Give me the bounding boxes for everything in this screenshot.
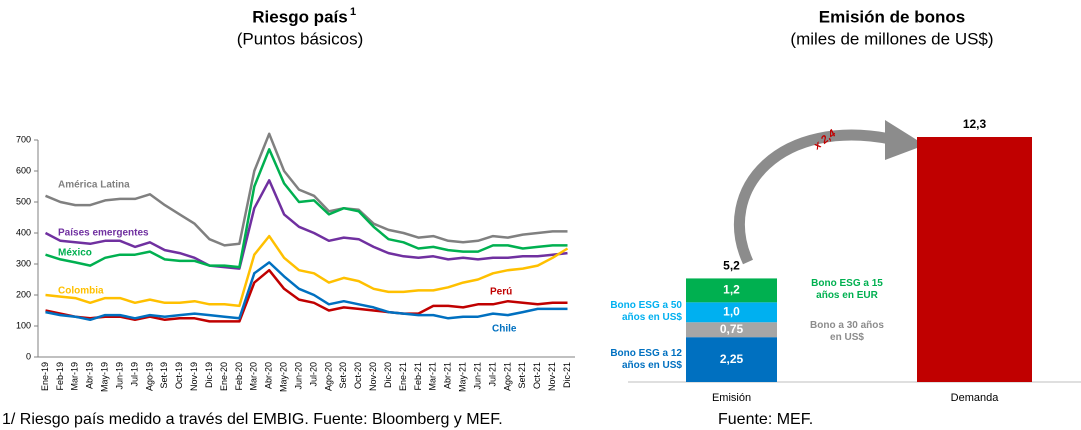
series-label: Colombia bbox=[58, 286, 104, 297]
y-tick-label: 100 bbox=[16, 320, 31, 330]
x-tick-label: Ene-20 bbox=[219, 362, 229, 391]
x-tick-label: Oct-20 bbox=[353, 362, 363, 389]
x-tick-label: Ago-21 bbox=[502, 362, 512, 391]
y-tick-label: 300 bbox=[16, 258, 31, 268]
footnote: Fuente: MEF. bbox=[718, 411, 813, 428]
series-label: México bbox=[58, 248, 92, 259]
x-tick-label: Jun-20 bbox=[293, 362, 303, 390]
x-tick-label: Mar-19 bbox=[70, 362, 80, 391]
x-tick-label: Emisión bbox=[712, 392, 751, 404]
x-tick-label: Dic-20 bbox=[383, 362, 393, 388]
x-tick-label: Jul-21 bbox=[487, 362, 497, 387]
line bbox=[44, 179, 568, 270]
bar-segment bbox=[686, 337, 777, 382]
segment-label: Bono ESG a 50 años en US$ bbox=[610, 300, 682, 323]
arrow bbox=[733, 129, 897, 265]
footnote: 1/ Riesgo país medido a través del EMBIG… bbox=[2, 411, 503, 428]
segment-label: Bono ESG a 12 años en US$ bbox=[610, 348, 682, 371]
x-tick-label: May-21 bbox=[458, 362, 468, 392]
x-tick-label: Set-20 bbox=[338, 362, 348, 389]
arrow-head bbox=[885, 120, 925, 160]
bar-segment bbox=[917, 137, 1032, 382]
x-tick-label: Nov-20 bbox=[368, 362, 378, 391]
y-tick-label: 600 bbox=[16, 165, 31, 175]
x-tick-label: Ago-20 bbox=[323, 362, 333, 391]
x-tick-label: Ene-19 bbox=[40, 362, 50, 391]
segment-label: Bono ESG a 15 años en EUR bbox=[811, 278, 883, 301]
series-label: Perú bbox=[490, 287, 512, 298]
x-tick-label: Dic-19 bbox=[204, 362, 214, 388]
y-tick-label: 700 bbox=[16, 134, 31, 144]
chart-subtitle: (Puntos básicos) bbox=[237, 29, 364, 48]
x-tick-label: Abr-19 bbox=[85, 362, 95, 389]
x-tick-label: Jul-20 bbox=[308, 362, 318, 387]
x-tick-label: Abr-21 bbox=[443, 362, 453, 389]
x-tick-label: Set-19 bbox=[159, 362, 169, 389]
series-label: Chile bbox=[492, 324, 517, 335]
x-tick-label: Demanda bbox=[951, 392, 1000, 404]
bar-segment bbox=[686, 302, 777, 323]
x-tick-label: Abr-20 bbox=[264, 362, 274, 389]
x-tick-label: Feb-20 bbox=[234, 362, 244, 391]
line bbox=[45, 268, 568, 323]
chart-title: Riesgo país bbox=[252, 7, 347, 26]
y-tick-label: 400 bbox=[16, 227, 31, 237]
total-label: 5,2 bbox=[723, 259, 740, 273]
x-tick-label: Set-21 bbox=[517, 362, 527, 389]
chart-title: Emisión de bonos bbox=[819, 7, 965, 26]
x-tick-label: Oct-21 bbox=[532, 362, 542, 389]
series-label: Países emergentes bbox=[58, 228, 149, 239]
y-tick-label: 0 bbox=[26, 351, 31, 361]
chart-subtitle: (miles de millones de US$) bbox=[790, 29, 993, 48]
x-tick-label: Dic-21 bbox=[562, 362, 572, 388]
x-tick-label: Mar-20 bbox=[249, 362, 259, 391]
x-tick-label: Nov-19 bbox=[189, 362, 199, 391]
line bbox=[45, 132, 568, 247]
x-tick-label: Mar-21 bbox=[428, 362, 438, 391]
x-tick-label: May-20 bbox=[279, 362, 289, 392]
x-tick-label: Feb-19 bbox=[55, 362, 65, 391]
value-label: 1,2 bbox=[723, 283, 740, 297]
line bbox=[45, 234, 569, 308]
value-label: 0,75 bbox=[720, 322, 744, 336]
line bbox=[45, 148, 568, 269]
value-label: 2,25 bbox=[720, 352, 744, 366]
x-tick-label: May-19 bbox=[100, 362, 110, 392]
total-label: 12,3 bbox=[963, 117, 987, 131]
bar-segment bbox=[686, 278, 777, 303]
x-tick-label: Oct-19 bbox=[174, 362, 184, 389]
value-label: 1,0 bbox=[723, 304, 740, 318]
x-tick-label: Feb-21 bbox=[413, 362, 423, 391]
y-tick-label: 500 bbox=[16, 196, 31, 206]
bar-segment bbox=[686, 322, 777, 338]
y-tick-label: 200 bbox=[16, 289, 31, 299]
x-tick-label: Ene-21 bbox=[398, 362, 408, 391]
x-tick-label: Nov-21 bbox=[547, 362, 557, 391]
x-tick-label: Jun-19 bbox=[114, 362, 124, 390]
segment-label: Bono a 30 años en US$ bbox=[810, 320, 884, 343]
line bbox=[45, 261, 568, 322]
x-tick-label: Ago-19 bbox=[144, 362, 154, 391]
title-superscript: 1 bbox=[350, 6, 356, 18]
x-tick-label: Jul-19 bbox=[129, 362, 139, 387]
x-tick-label: Jun-21 bbox=[472, 362, 482, 390]
series-label: América Latina bbox=[58, 180, 130, 191]
